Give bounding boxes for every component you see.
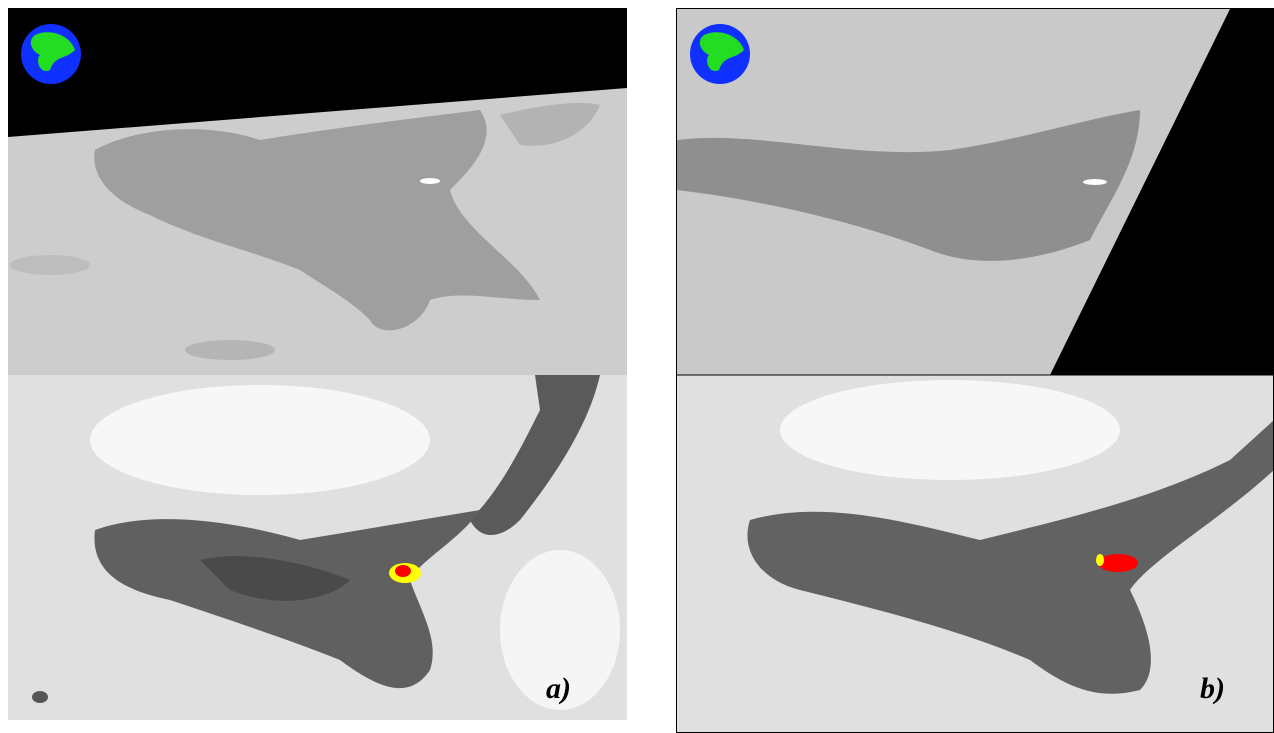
panel-b-classified: b)	[677, 375, 1274, 733]
figure-svg: a) b)	[0, 0, 1274, 733]
panel-a-thermal	[8, 8, 627, 375]
panel-label: b)	[1200, 672, 1225, 705]
panel-label: a)	[546, 672, 571, 705]
globe-icon	[21, 24, 81, 84]
globe-icon	[690, 24, 750, 84]
figure: a) b)	[0, 0, 1274, 733]
panel-a-classified: a)	[8, 375, 627, 720]
panel-b-thermal	[677, 9, 1274, 375]
